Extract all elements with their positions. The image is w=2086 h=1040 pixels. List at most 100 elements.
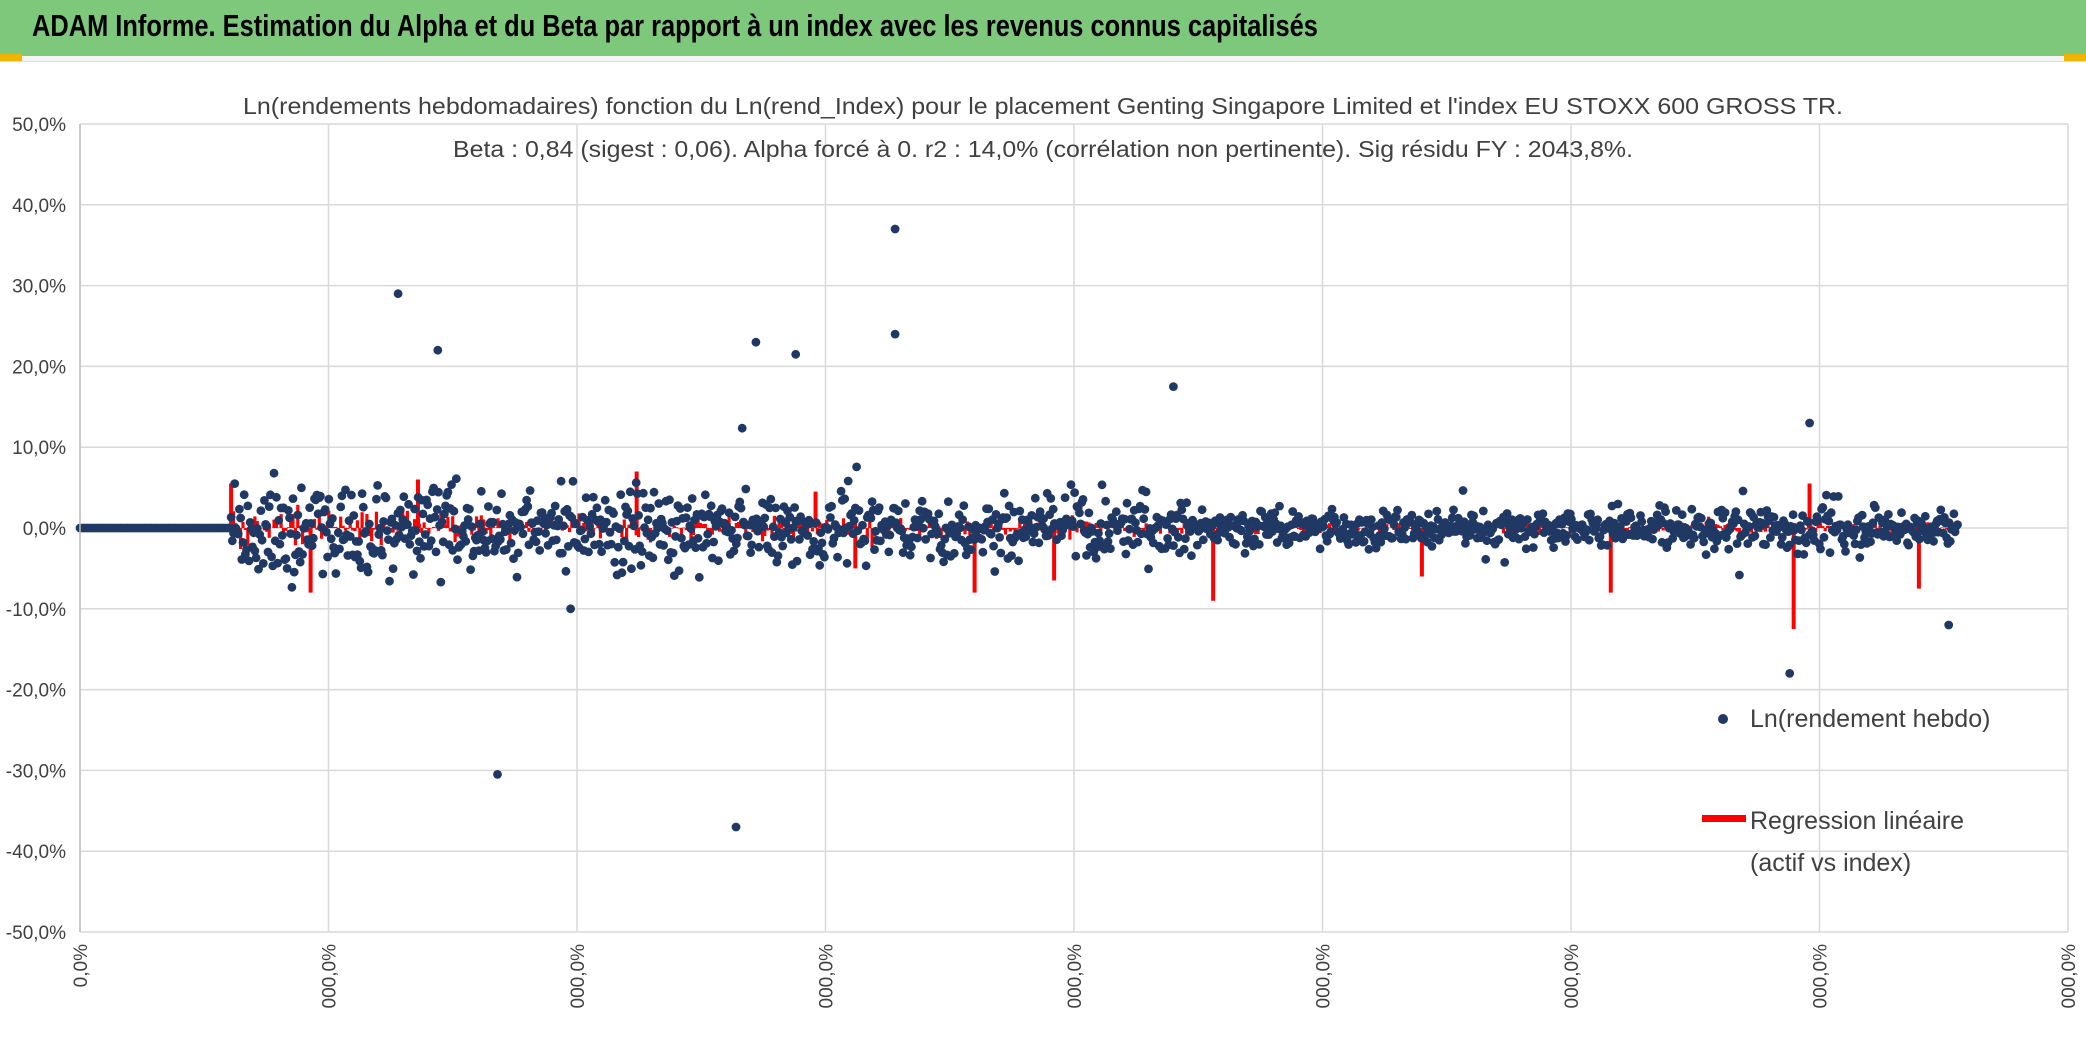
data-point — [1393, 505, 1402, 515]
data-point — [466, 565, 475, 574]
data-point — [1637, 517, 1647, 526]
data-point — [789, 523, 798, 533]
data-point — [535, 546, 545, 555]
data-point — [1046, 494, 1056, 503]
data-point — [1380, 524, 1389, 534]
data-point — [1805, 418, 1814, 428]
data-point — [378, 550, 387, 560]
data-point — [363, 567, 373, 577]
data-point — [706, 501, 716, 511]
data-point — [411, 526, 421, 535]
data-point — [1327, 504, 1337, 514]
y-tick-label: 40,0% — [12, 196, 66, 217]
data-point — [643, 515, 653, 525]
data-point — [683, 503, 692, 512]
data-point — [461, 536, 471, 546]
data-point — [817, 538, 827, 548]
data-point — [1169, 541, 1178, 550]
data-point — [1593, 515, 1603, 525]
data-point — [453, 555, 462, 565]
data-point — [227, 536, 237, 546]
data-point — [256, 506, 266, 515]
data-point — [584, 547, 593, 557]
data-point — [1735, 570, 1744, 580]
data-point — [1275, 501, 1284, 511]
data-point — [1407, 510, 1417, 520]
data-point — [1144, 564, 1153, 574]
data-point — [1766, 533, 1775, 542]
data-point — [1478, 506, 1488, 516]
x-tick-label: 000,0% — [1314, 944, 1335, 1009]
data-point — [550, 501, 560, 511]
data-point — [766, 494, 776, 504]
data-point — [556, 476, 566, 486]
data-point — [1359, 537, 1369, 546]
data-point — [577, 525, 586, 535]
data-point — [629, 521, 639, 531]
data-point — [631, 478, 641, 488]
data-point — [731, 822, 741, 832]
data-point — [617, 568, 627, 578]
data-point — [1181, 534, 1190, 543]
data-point — [1288, 507, 1298, 516]
data-point — [1102, 520, 1112, 530]
data-point — [634, 511, 643, 520]
data-point — [1182, 498, 1191, 508]
data-point — [373, 481, 382, 490]
scatter-chart: 50,0% 40,0% 30,0% 20,0% 10,0% 0,0% -10,0% -20,0… — [6, 93, 2080, 1008]
data-point — [1014, 556, 1023, 566]
data-point — [272, 492, 281, 502]
data-point — [1696, 513, 1706, 523]
data-point — [1173, 532, 1183, 542]
data-point — [404, 499, 413, 509]
data-point — [1538, 509, 1548, 519]
axes: 50,0% 40,0% 30,0% 20,0% 10,0% 0,0% -10,0% -20,0… — [6, 115, 2080, 1008]
data-point — [1458, 486, 1468, 495]
data-point — [405, 539, 415, 549]
data-point — [753, 526, 763, 536]
chart-title: Ln(rendements hebdomadaires) fonction du… — [243, 93, 1843, 119]
data-point — [306, 519, 316, 528]
data-point — [1929, 536, 1938, 546]
data-point — [1237, 526, 1246, 536]
data-point — [426, 536, 436, 545]
data-point — [409, 570, 418, 579]
data-point — [1744, 522, 1754, 531]
page-title: ADAM Informe. Estimation du Alpha et du … — [32, 8, 1318, 43]
data-point — [1076, 519, 1085, 529]
data-point — [388, 564, 398, 573]
data-point — [282, 564, 292, 573]
data-point — [662, 526, 672, 536]
data-point — [289, 567, 299, 577]
data-point — [686, 524, 696, 534]
data-point — [239, 490, 249, 500]
data-point — [1070, 488, 1079, 497]
data-point — [1094, 528, 1103, 538]
y-tick-label: 30,0% — [12, 277, 66, 298]
data-point — [1804, 517, 1813, 527]
data-point — [295, 557, 305, 567]
data-point — [1945, 536, 1955, 546]
data-point — [1750, 531, 1760, 541]
data-point — [1824, 516, 1834, 526]
data-point — [1366, 515, 1376, 524]
data-point — [709, 537, 718, 547]
data-point — [322, 527, 331, 537]
data-point — [649, 487, 659, 497]
data-point — [1270, 508, 1280, 518]
data-point — [463, 515, 473, 524]
data-point — [449, 506, 459, 516]
data-point — [737, 423, 747, 433]
data-point — [1103, 537, 1113, 546]
data-point — [542, 520, 552, 530]
data-point — [1777, 532, 1787, 542]
data-point — [267, 552, 276, 562]
data-point — [420, 530, 430, 539]
data-point — [858, 520, 867, 530]
data-point — [627, 564, 636, 574]
data-point — [826, 513, 835, 522]
data-point — [861, 561, 871, 571]
data-point — [285, 513, 294, 523]
return-points-series — [75, 224, 1962, 832]
data-point — [1785, 669, 1795, 678]
